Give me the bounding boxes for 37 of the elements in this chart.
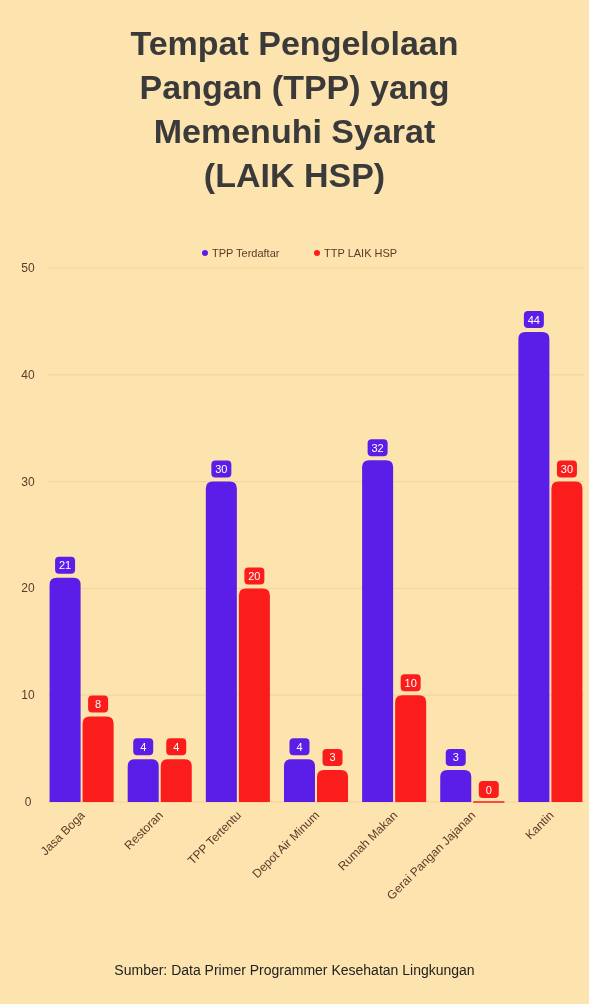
data-label: 3 xyxy=(452,751,459,764)
data-label: 44 xyxy=(527,313,541,326)
bar xyxy=(127,759,159,802)
data-label: 4 xyxy=(173,740,180,753)
data-label: 3 xyxy=(329,751,336,764)
bar xyxy=(160,759,192,802)
bar xyxy=(362,460,394,802)
legend-label: TTP LAIK HSP xyxy=(324,247,398,259)
bar xyxy=(440,769,472,802)
bar xyxy=(551,481,583,802)
y-tick-label: 20 xyxy=(21,581,35,596)
data-label: 10 xyxy=(404,676,417,689)
data-label: 20 xyxy=(248,569,261,582)
bar xyxy=(283,759,315,802)
data-label: 32 xyxy=(371,441,384,454)
bar xyxy=(518,332,550,802)
bar xyxy=(49,577,81,802)
data-label: 4 xyxy=(296,740,303,753)
data-label: 0 xyxy=(485,783,492,796)
data-label: 21 xyxy=(58,559,72,572)
data-label: 8 xyxy=(95,698,102,711)
data-label: 30 xyxy=(215,463,228,476)
bar xyxy=(395,695,427,802)
bar xyxy=(82,716,114,802)
y-tick-label: 40 xyxy=(21,367,35,382)
chart-title: Tempat Pengelolaan Pangan (TPP) yang Memenuhi Syarat (LAIK HSP) xyxy=(130,24,459,194)
legend-label: TPP Terdaftar xyxy=(212,247,280,259)
y-tick-label: 50 xyxy=(21,261,35,275)
data-label: 30 xyxy=(560,463,574,476)
text: Sumber: Data Primer Programmer Kesehatan Lingkungan xyxy=(114,962,475,978)
bar xyxy=(317,769,349,802)
data-label: 4 xyxy=(140,740,147,753)
y-tick-label: 0 xyxy=(24,795,32,809)
bar xyxy=(205,481,237,802)
bar xyxy=(238,588,270,802)
y-tick-label: 10 xyxy=(21,688,35,703)
y-tick-label: 30 xyxy=(21,474,35,489)
